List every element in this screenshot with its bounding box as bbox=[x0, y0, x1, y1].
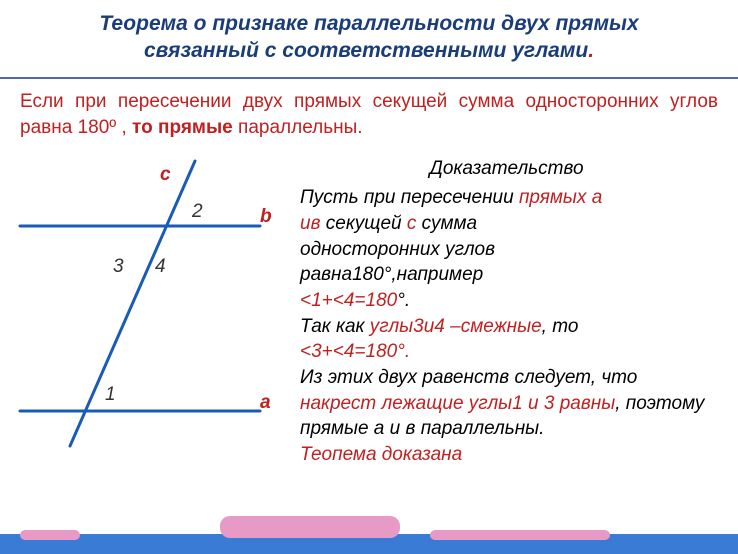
theorem-part2: то прямые bbox=[132, 117, 233, 138]
label-b: b bbox=[260, 206, 272, 228]
label-4: 4 bbox=[155, 256, 166, 278]
line-c bbox=[70, 161, 195, 446]
label-3: 3 bbox=[113, 256, 124, 278]
proof-line2: ив секущей с сумма bbox=[300, 211, 713, 237]
label-a: a bbox=[260, 392, 271, 414]
theorem-statement: Если при пересечении двух прямых секущей… bbox=[0, 89, 738, 156]
theorem-part1: Если при пересечении двух прямых секущей… bbox=[20, 91, 718, 139]
divider bbox=[0, 77, 738, 79]
proof-title: Доказательство bbox=[300, 156, 713, 182]
proof-line5: <1+<4=180°. bbox=[300, 288, 713, 314]
label-2: 2 bbox=[192, 201, 203, 223]
proof-column: Доказательство Пусть при пересечении пря… bbox=[300, 156, 728, 468]
proof-line4: равна180°,например bbox=[300, 262, 713, 288]
page-title: Теорема о признаке параллельности двух п… bbox=[0, 0, 738, 73]
footer-decoration bbox=[0, 516, 738, 554]
title-line2: связанный с соответственными углами bbox=[144, 39, 588, 62]
parallel-lines-diagram bbox=[0, 156, 300, 456]
content-row: с b a 2 3 4 1 Доказательство Пусть при п… bbox=[0, 156, 738, 468]
proof-line9: Теопема доказана bbox=[300, 442, 713, 468]
diagram-column: с b a 2 3 4 1 bbox=[0, 156, 300, 468]
label-1: 1 bbox=[105, 384, 116, 406]
label-c: с bbox=[160, 164, 171, 186]
proof-line7: <3+<4=180°. bbox=[300, 339, 713, 365]
proof-line3: односторонних углов bbox=[300, 237, 713, 263]
title-line1: Теорема о признаке параллельности двух п… bbox=[99, 12, 638, 35]
proof-line8: Из этих двух равенств следует, что накре… bbox=[300, 365, 713, 442]
proof-line6: Так как углы3и4 –смежные, то bbox=[300, 314, 713, 340]
title-dot: . bbox=[588, 39, 594, 62]
theorem-part3: параллельны. bbox=[233, 117, 363, 138]
proof-line1: Пусть при пересечении прямых а bbox=[300, 185, 713, 211]
